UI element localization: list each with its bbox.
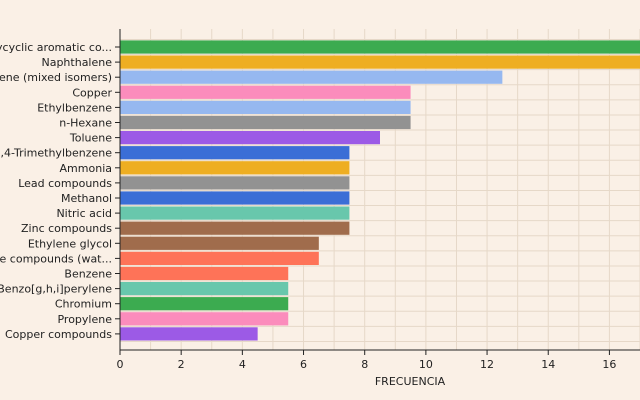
y-tick-label: Toluene [69, 132, 112, 145]
bar [120, 327, 258, 341]
y-tick-label: Methanol [61, 192, 112, 205]
bar [120, 297, 289, 311]
y-tick-label: Ethylbenzene [37, 101, 112, 114]
bar [120, 266, 289, 281]
y-tick-label: Naphthalene [41, 56, 112, 69]
y-tick-label: Copper [72, 86, 112, 99]
x-tick-labels: 0 2 4 6 8 10 12 14 16 [117, 358, 617, 371]
bar [120, 191, 350, 205]
bar [120, 70, 503, 84]
bar [120, 221, 350, 235]
bar [120, 85, 411, 99]
y-tick-label: Benzo[g,h,i]perylene [0, 283, 112, 296]
bar [120, 161, 350, 175]
y-tick-labels: Polycyclic aromatic co... Naphthalene Xyle… [0, 41, 112, 341]
x-tick-label: 16 [602, 358, 616, 371]
y-tick-label: Nitric acid [56, 207, 112, 220]
bar [120, 146, 350, 160]
y-tick-label: Benzene [64, 268, 112, 281]
x-tick-label: 2 [178, 358, 185, 371]
bar [120, 251, 319, 265]
x-tick-label: 12 [480, 358, 494, 371]
bar [120, 206, 350, 220]
x-tick-label: 4 [239, 358, 246, 371]
y-tick-label: 1,2,4-Trimethylbenzene [0, 147, 112, 160]
bar [120, 282, 289, 296]
y-tick-label: Copper compounds [5, 328, 112, 341]
y-tick-label: Polycyclic aromatic co... [0, 41, 112, 54]
y-tick-label: Propylene [57, 313, 112, 326]
y-tick-label: Zinc compounds [21, 222, 112, 235]
bar [120, 40, 640, 54]
bar [120, 131, 380, 145]
bar [120, 312, 289, 326]
y-tick-label: Ammonia [60, 162, 112, 175]
bar [120, 236, 319, 250]
y-tick-label: Ethylene glycol [28, 237, 112, 250]
y-tick-label: Chromium [55, 298, 112, 311]
x-tick-label: 6 [300, 358, 307, 371]
bar [120, 115, 411, 130]
y-tick-label: Nitrate compounds (wat... [0, 252, 112, 265]
bar [120, 100, 411, 114]
y-tick-label: n-Hexane [59, 117, 112, 130]
x-tick-label: 8 [361, 358, 368, 371]
axes [115, 29, 640, 355]
x-axis-title: FRECUENCIA [375, 375, 446, 388]
bar [120, 55, 640, 69]
y-tick-label: Xylene (mixed isomers) [0, 71, 112, 84]
bars [120, 40, 640, 341]
x-tick-label: 14 [541, 358, 555, 371]
y-tick-label: Lead compounds [18, 177, 112, 190]
bar [120, 176, 350, 190]
x-tick-label: 0 [117, 358, 124, 371]
x-tick-label: 10 [419, 358, 433, 371]
